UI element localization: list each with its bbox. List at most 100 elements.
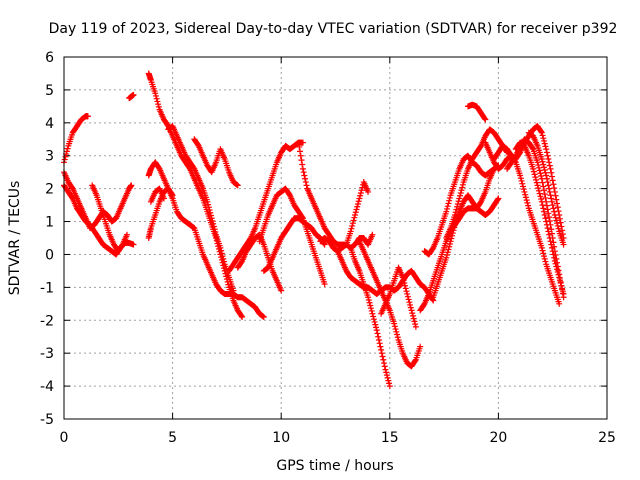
data-point bbox=[454, 203, 461, 210]
data-point bbox=[548, 195, 555, 202]
data-point bbox=[366, 299, 373, 306]
data-point bbox=[357, 192, 364, 199]
data-point bbox=[541, 191, 548, 198]
data-point bbox=[541, 255, 548, 262]
data-point bbox=[518, 177, 525, 184]
data-point bbox=[445, 200, 452, 207]
data-point bbox=[535, 187, 542, 194]
data-point bbox=[302, 175, 309, 182]
data-point bbox=[354, 203, 361, 210]
data-point bbox=[391, 323, 398, 330]
data-point bbox=[556, 300, 563, 307]
data-point bbox=[536, 167, 543, 174]
data-point bbox=[349, 222, 356, 229]
data-point bbox=[540, 250, 547, 257]
series-track-10 bbox=[147, 185, 167, 205]
data-point bbox=[404, 290, 411, 297]
data-point bbox=[540, 161, 547, 168]
data-point bbox=[545, 228, 552, 235]
data-point bbox=[453, 206, 460, 213]
data-point bbox=[530, 168, 537, 175]
data-point bbox=[538, 175, 545, 182]
data-point bbox=[522, 194, 529, 201]
data-point bbox=[541, 140, 548, 147]
data-point bbox=[553, 196, 560, 203]
data-point bbox=[443, 254, 450, 261]
data-point bbox=[409, 310, 416, 317]
series-track-23 bbox=[430, 192, 502, 301]
data-point bbox=[555, 271, 562, 278]
data-point bbox=[386, 380, 393, 387]
data-point bbox=[546, 235, 553, 241]
data-point bbox=[391, 320, 398, 327]
data-point bbox=[152, 92, 159, 99]
data-point bbox=[444, 203, 451, 210]
data-point bbox=[217, 244, 224, 251]
data-point bbox=[554, 222, 561, 229]
data-point bbox=[535, 162, 542, 169]
data-point bbox=[549, 177, 556, 184]
data-point bbox=[533, 179, 540, 186]
data-point bbox=[298, 157, 305, 164]
data-point bbox=[412, 357, 419, 364]
data-point bbox=[220, 255, 227, 262]
data-point bbox=[542, 143, 549, 150]
y-tick-label: -3 bbox=[40, 346, 54, 362]
data-point bbox=[551, 211, 558, 218]
data-point bbox=[448, 235, 455, 242]
data-point bbox=[368, 307, 375, 314]
data-point bbox=[417, 343, 424, 350]
data-point bbox=[551, 188, 558, 195]
data-point bbox=[548, 241, 555, 248]
data-point bbox=[545, 156, 552, 163]
data-point bbox=[556, 277, 563, 284]
data-point bbox=[559, 227, 566, 234]
data-point bbox=[380, 356, 387, 363]
data-point bbox=[538, 196, 545, 203]
data-point bbox=[382, 366, 389, 373]
data-point bbox=[260, 313, 267, 320]
data-point bbox=[376, 340, 383, 347]
x-tick-label: 20 bbox=[489, 430, 507, 446]
data-point bbox=[543, 146, 550, 153]
data-point bbox=[545, 182, 552, 189]
data-point bbox=[402, 282, 409, 289]
series-track-14 bbox=[256, 185, 328, 288]
data-point bbox=[541, 208, 548, 215]
data-point bbox=[212, 228, 219, 235]
data-point bbox=[207, 212, 214, 219]
data-point bbox=[301, 172, 308, 179]
data-point bbox=[553, 263, 560, 270]
data-point bbox=[545, 210, 552, 217]
data-point bbox=[443, 208, 450, 215]
data-point bbox=[370, 313, 377, 320]
data-point bbox=[539, 132, 546, 139]
data-point bbox=[547, 165, 554, 172]
data-point bbox=[211, 226, 218, 233]
data-point bbox=[296, 143, 303, 150]
data-point bbox=[558, 282, 565, 289]
data-point bbox=[400, 277, 407, 284]
data-point bbox=[542, 258, 549, 265]
data-point bbox=[443, 252, 450, 259]
data-point bbox=[374, 330, 381, 337]
data-point bbox=[365, 188, 372, 195]
data-point bbox=[546, 231, 553, 238]
data-point bbox=[446, 197, 453, 204]
y-tick-label: 2 bbox=[45, 182, 54, 198]
data-point bbox=[206, 207, 213, 214]
data-point bbox=[209, 217, 216, 224]
data-point bbox=[544, 179, 551, 186]
data-point bbox=[375, 337, 382, 344]
data-point bbox=[378, 346, 385, 353]
data-point bbox=[402, 285, 409, 292]
data-point bbox=[547, 238, 554, 245]
data-point bbox=[404, 293, 411, 300]
data-point bbox=[519, 180, 526, 187]
x-tick-label: 15 bbox=[381, 430, 399, 446]
data-point bbox=[321, 241, 328, 248]
data-point bbox=[378, 350, 385, 357]
data-point bbox=[543, 149, 550, 156]
data-point bbox=[84, 113, 91, 120]
data-point bbox=[446, 243, 453, 250]
